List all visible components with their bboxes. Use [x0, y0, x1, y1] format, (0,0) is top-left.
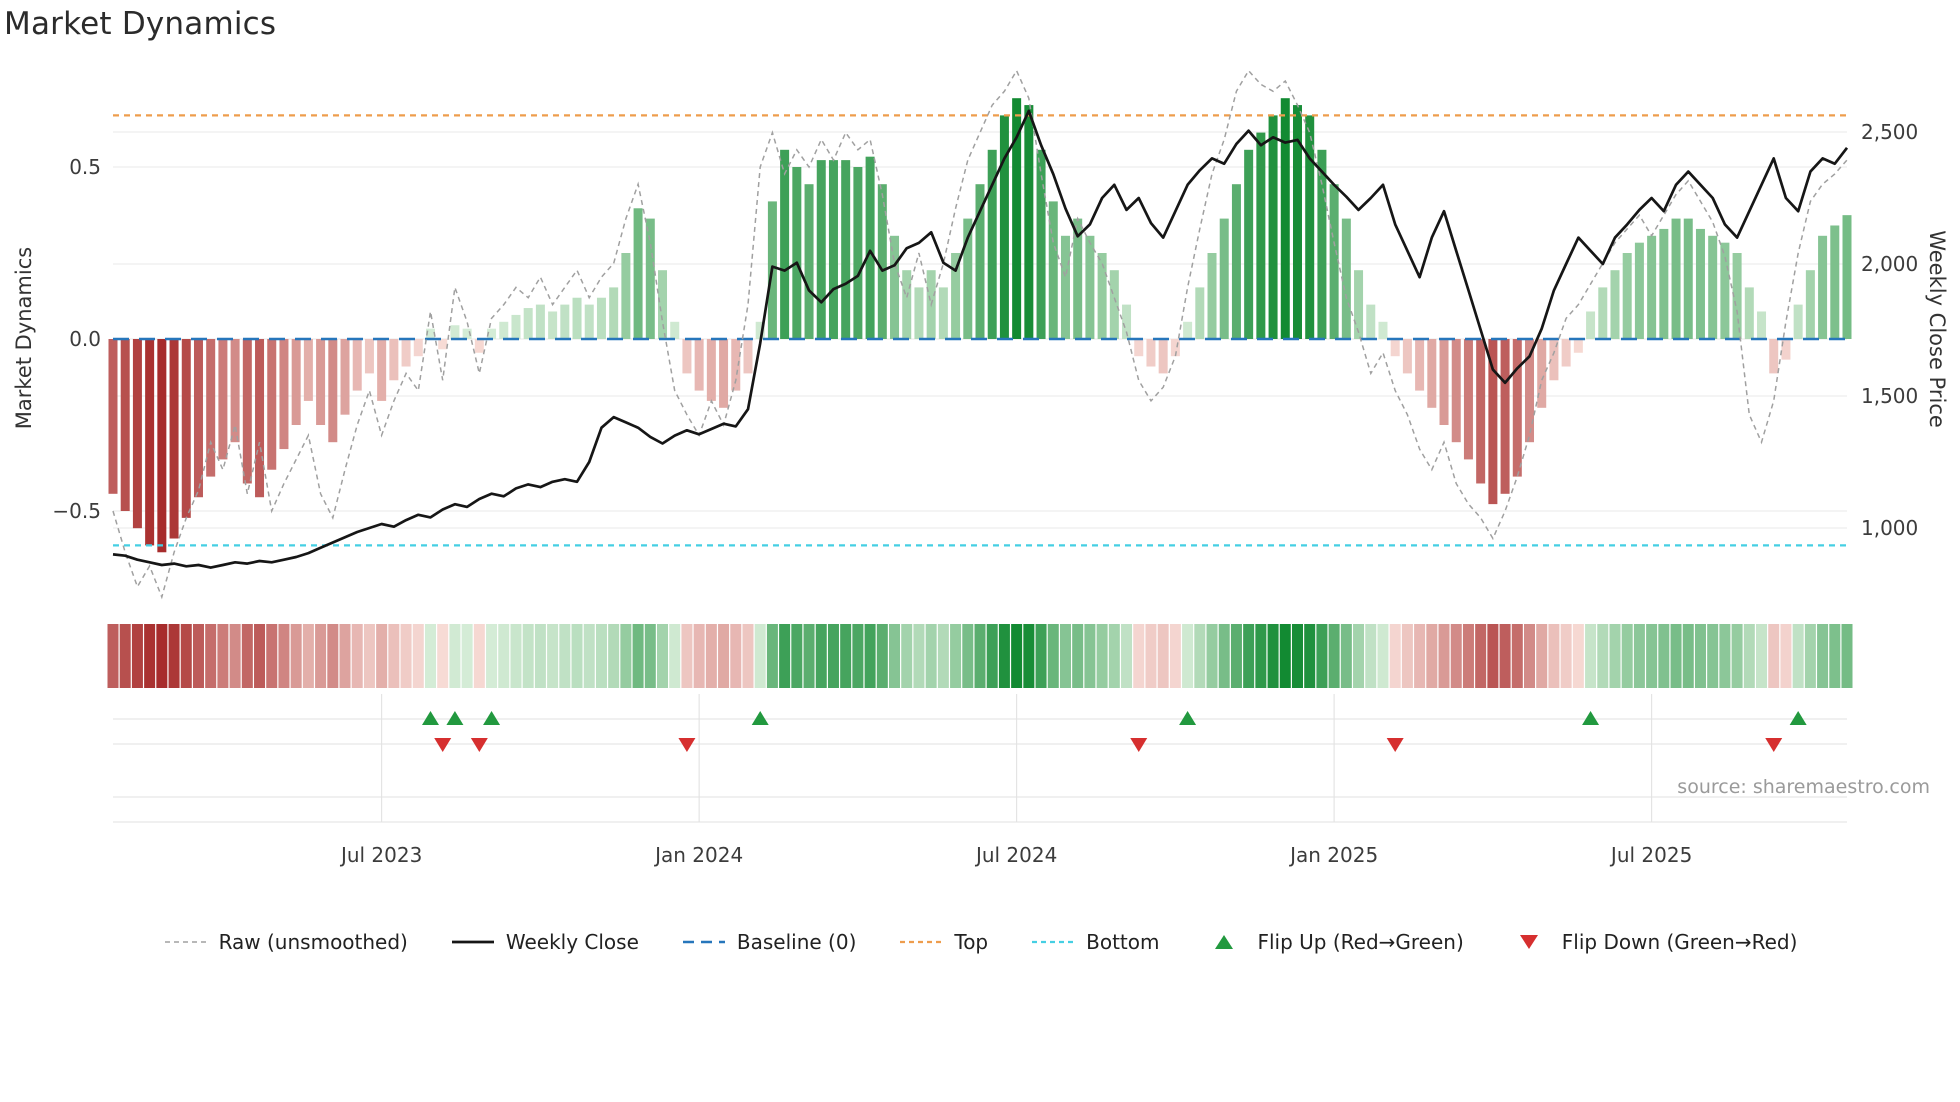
- flip-down-marker-icon: [434, 738, 452, 752]
- flip-up-marker-icon: [446, 711, 464, 725]
- flip-up-marker-icon: [751, 711, 769, 725]
- left-tick-label: 0.5: [69, 155, 101, 179]
- x-tick-label: Jan 2024: [653, 843, 743, 867]
- flip-down-marker-icon: [1386, 738, 1404, 752]
- x-tick-label: Jul 2025: [1609, 843, 1692, 867]
- legend-label: Baseline (0): [736, 930, 857, 954]
- flip-up-marker-icon: [1789, 711, 1807, 725]
- flip-up-marker-swatch-icon: [1215, 935, 1234, 949]
- top-line-swatch-icon: [900, 940, 943, 944]
- legend-label: Weekly Close: [505, 930, 639, 954]
- left-tick-label: −0.5: [52, 499, 101, 523]
- legend-item-bottom-line: Bottom: [1030, 930, 1159, 954]
- raw-line-swatch-icon: [164, 941, 207, 943]
- left-tick-label: 0.0: [69, 327, 101, 351]
- marker-panel-gridlines: [113, 694, 1847, 823]
- legend-item-flip-down-marker: Flip Down (Green→Red): [1506, 930, 1798, 954]
- legend-label: Bottom: [1086, 930, 1160, 954]
- flip-up-marker-icon: [1179, 711, 1197, 725]
- legend-label: Flip Down (Green→Red): [1561, 930, 1798, 954]
- right-tick-label: 2,000: [1861, 252, 1918, 276]
- flip-up-markers: [421, 711, 1807, 725]
- x-tick-labels: Jul 2023 Jan 2024 Jul 2024 Jan 2025 Jul 2025: [339, 843, 1692, 867]
- right-tick-labels: 2,500 2,000 1,500 1,000: [1861, 120, 1918, 540]
- weekly-close-line: [112, 109, 1849, 569]
- x-tick-label: Jan 2025: [1288, 843, 1378, 867]
- right-tick-label: 1,500: [1861, 384, 1918, 408]
- right-tick-label: 2,500: [1861, 120, 1918, 144]
- source-credit: source: sharemaestro.com: [1677, 776, 1930, 798]
- legend-item-top-line: Top: [898, 930, 988, 954]
- legend: Raw (unsmoothed) Weekly Close Baseline (0)…: [0, 930, 1960, 954]
- left-axis-label: Market Dynamics: [12, 246, 36, 430]
- flip-up-marker-icon: [1582, 711, 1600, 725]
- flip-up-marker-icon: [421, 711, 439, 725]
- bottom-line-swatch-icon: [1032, 940, 1075, 944]
- right-tick-label: 1,000: [1861, 516, 1918, 540]
- flip-down-marker-swatch-icon: [1519, 935, 1538, 949]
- legend-label: Top: [954, 930, 989, 954]
- flip-down-marker-icon: [678, 738, 696, 752]
- x-tick-label: Jul 2024: [974, 843, 1057, 867]
- x-tick-label: Jul 2023: [339, 843, 422, 867]
- weekly-close-line-swatch-icon: [451, 940, 494, 944]
- flip-up-marker-icon: [483, 711, 501, 725]
- legend-item-baseline-line: Baseline (0): [681, 930, 856, 954]
- legend-label: Raw (unsmoothed): [218, 930, 408, 954]
- left-tick-labels: 0.5 0.0 −0.5: [52, 155, 101, 523]
- right-axis-label: Weekly Close Price: [1925, 230, 1949, 428]
- oscillator-bars: [108, 98, 1852, 553]
- legend-item-flip-up-marker: Flip Up (Red→Green): [1201, 930, 1464, 954]
- heatmap-strip: [107, 624, 1853, 688]
- flip-down-marker-icon: [1130, 738, 1148, 752]
- legend-label: Flip Up (Red→Green): [1257, 930, 1464, 954]
- chart-title: Market Dynamics: [4, 6, 277, 42]
- flip-down-marker-icon: [1765, 738, 1783, 752]
- raw-line: [112, 69, 1848, 600]
- baseline-line-swatch-icon: [682, 940, 725, 944]
- legend-item-raw-line: Raw (unsmoothed): [163, 930, 408, 954]
- flip-down-markers: [434, 738, 1783, 752]
- legend-item-weekly-close-line: Weekly Close: [450, 930, 639, 954]
- flip-down-marker-icon: [470, 738, 488, 752]
